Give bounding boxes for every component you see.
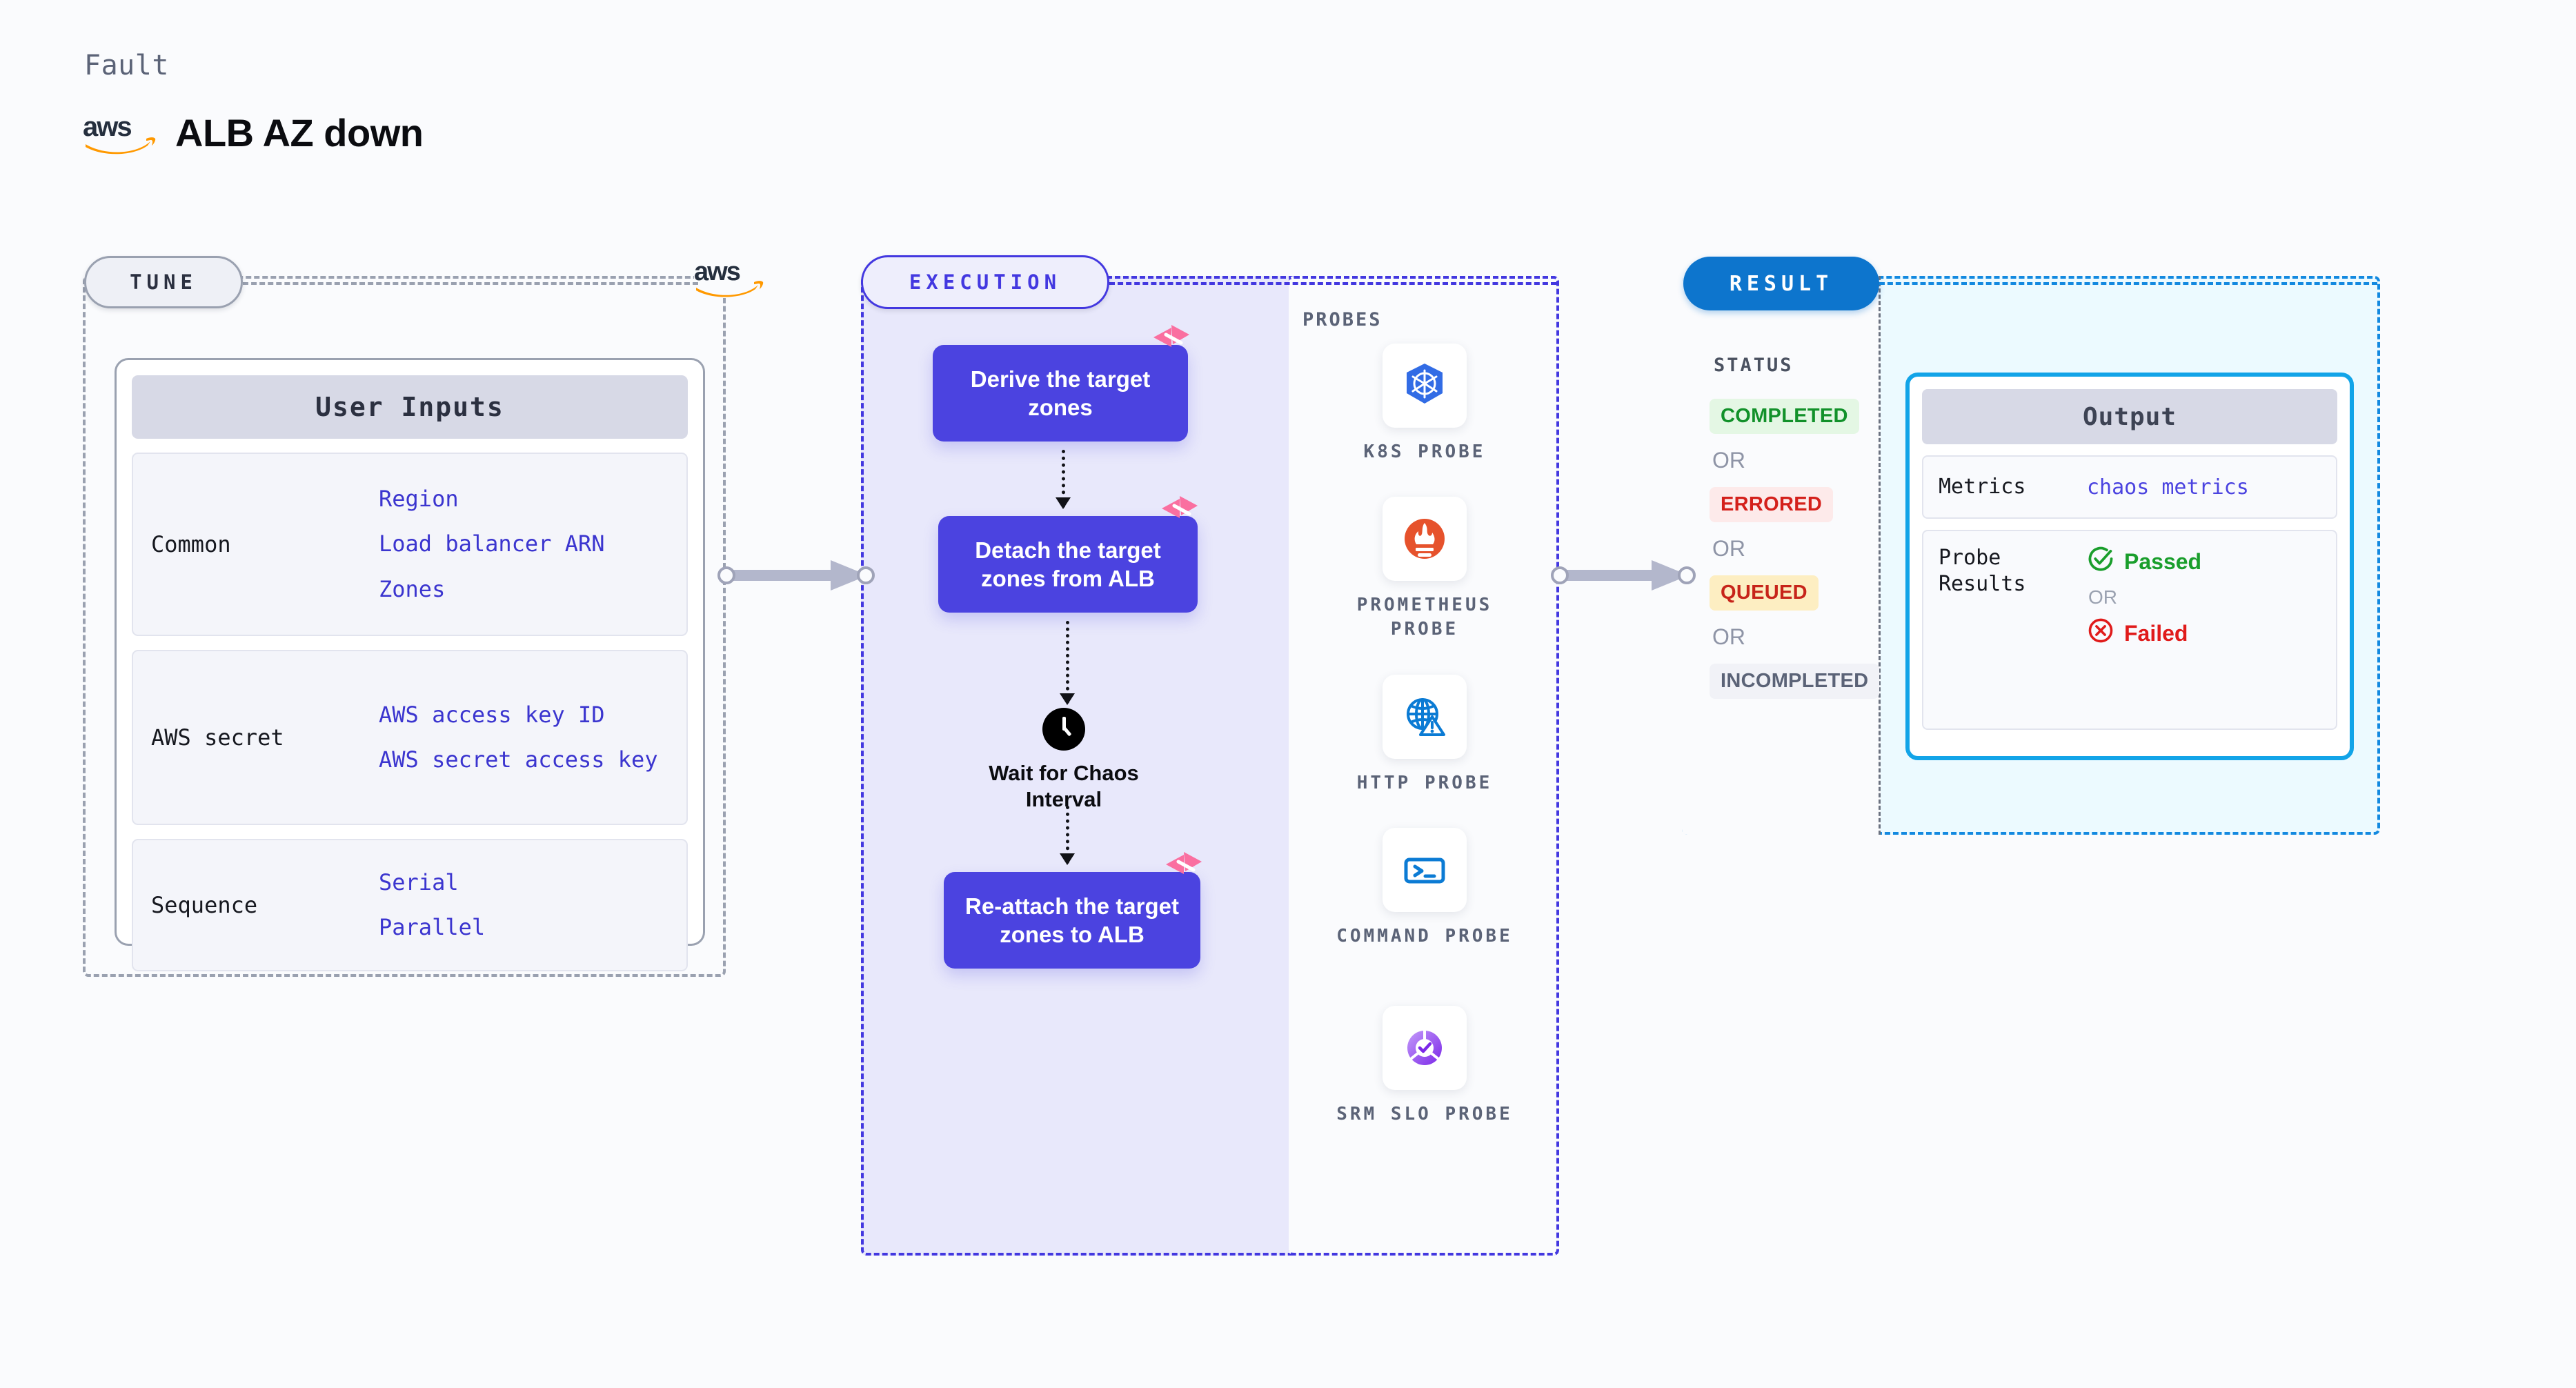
connector-end-dot [857, 566, 875, 584]
probe-item-http[interactable]: HTTP PROBE [1325, 675, 1525, 795]
output-probe-results-values: Passed OR Failed [2087, 545, 2201, 650]
output-card: Output Metrics chaos metrics Probe Resul… [1905, 373, 2354, 760]
probe-item-prometheus[interactable]: PROMETHEUS PROBE [1325, 497, 1525, 642]
input-value[interactable]: Region [379, 486, 459, 513]
svg-text:aws: aws [83, 112, 131, 142]
status-list: COMPLETED OR ERRORED OR QUEUED OR INCOMP… [1710, 399, 1882, 699]
input-value[interactable]: Serial [379, 869, 459, 895]
input-value[interactable]: Zones [379, 575, 446, 602]
probe-result-failed-label: Failed [2124, 620, 2188, 646]
output-row-metrics: Metrics chaos metrics [1922, 455, 2337, 519]
input-value[interactable]: Parallel [379, 914, 486, 940]
output-card-title: Output [1922, 389, 2337, 444]
svg-text:aws: aws [694, 257, 740, 286]
probe-label: HTTP PROBE [1356, 773, 1493, 793]
probes-section-title: PROBES [1302, 309, 1383, 330]
prometheus-icon [1383, 497, 1467, 581]
probe-result-failed: Failed [2087, 617, 2201, 650]
status-column-title: STATUS [1714, 355, 1794, 376]
input-group-common: Common Region Load balancer ARN Zones [132, 453, 688, 636]
result-leader-line [1879, 282, 2377, 285]
probe-item-srm-slo[interactable]: SRM SLO PROBE [1325, 1006, 1525, 1127]
input-group-values: Region Load balancer ARN Zones [379, 486, 605, 602]
fault-title-row: aws ALB AZ down [81, 110, 424, 155]
aws-logo-icon-tune: aws [694, 257, 766, 298]
connector-start-dot [717, 566, 735, 584]
flow-arrow-down-icon [1060, 621, 1075, 705]
execution-step-detach-zones[interactable]: Detach the target zones from ALB [938, 516, 1198, 613]
flow-arrow-down-icon [1060, 806, 1075, 865]
execution-wait-node: Wait for Chaos Interval [960, 708, 1167, 813]
execution-wait-label: Wait for Chaos Interval [989, 761, 1139, 811]
probe-result-or-separator: OR [2088, 586, 2117, 608]
connector-start-dot [1551, 566, 1569, 584]
x-circle-icon [2087, 617, 2114, 650]
kubernetes-icon [1383, 344, 1467, 428]
input-group-label: Common [151, 531, 231, 557]
execution-section-label: EXECUTION [861, 255, 1109, 309]
probe-result-passed: Passed [2087, 545, 2201, 578]
tune-leader-line [243, 282, 698, 285]
status-badge-incompleted: INCOMPLETED [1710, 664, 1880, 699]
tune-section-container [83, 276, 726, 977]
execution-leader-line [1109, 282, 1556, 285]
input-value[interactable]: AWS access key ID [379, 701, 605, 728]
page-title: ALB AZ down [175, 111, 424, 155]
probe-label: PROMETHEUS PROBE [1356, 595, 1493, 640]
probe-label: SRM SLO PROBE [1336, 1104, 1513, 1124]
execution-step-derive-zones[interactable]: Derive the target zones [933, 345, 1188, 442]
probes-section-container [1289, 276, 1559, 1256]
output-row-probe-results: Probe Results Passed OR [1922, 530, 2337, 730]
connector-execution-to-result [1551, 560, 1696, 591]
probe-item-command[interactable]: COMMAND PROBE [1325, 828, 1525, 949]
input-group-label: AWS secret [151, 724, 284, 751]
probe-item-k8s[interactable]: K8S PROBE [1325, 344, 1525, 464]
input-group-values: Serial Parallel [379, 869, 485, 941]
connector-end-dot [1678, 566, 1696, 584]
user-inputs-card-title: User Inputs [132, 375, 688, 439]
status-badge-queued: QUEUED [1710, 575, 1819, 611]
execution-step-reattach-zones[interactable]: Re-attach the target zones to ALB [944, 872, 1200, 969]
output-probe-results-key: Probe Results [1939, 546, 2026, 596]
input-group-values: AWS access key ID AWS secret access key [379, 702, 658, 773]
user-inputs-card: User Inputs Common Region Load balancer … [115, 358, 705, 971]
input-value[interactable]: Load balancer ARN [379, 531, 605, 557]
status-or-separator: OR [1712, 448, 1745, 473]
fault-eyebrow-label: Fault [84, 50, 169, 81]
connector-line [1566, 570, 1656, 581]
aws-logo-icon: aws [81, 111, 159, 155]
input-group-sequence: Sequence Serial Parallel [132, 839, 688, 971]
check-circle-icon [2087, 545, 2114, 578]
tune-section-label: TUNE [84, 256, 243, 308]
terminal-icon [1383, 828, 1467, 912]
input-group-label: Sequence [151, 892, 258, 918]
result-status-pane [1682, 276, 1881, 835]
probe-label: K8S PROBE [1363, 442, 1486, 462]
status-or-separator: OR [1712, 624, 1745, 649]
status-or-separator: OR [1712, 536, 1745, 561]
http-globe-warning-icon [1383, 675, 1467, 759]
status-badge-errored: ERRORED [1710, 487, 1834, 522]
input-value[interactable]: AWS secret access key [379, 746, 658, 773]
status-badge-completed: COMPLETED [1710, 399, 1859, 434]
input-group-aws-secret: AWS secret AWS access key ID AWS secret … [132, 650, 688, 825]
connector-line [733, 570, 835, 581]
result-section-label: RESULT [1683, 257, 1879, 310]
probe-label: COMMAND PROBE [1336, 926, 1513, 946]
connector-tune-to-execution [717, 560, 875, 591]
output-metrics-key: Metrics [1939, 475, 2026, 499]
clock-icon [1042, 708, 1085, 751]
srm-slo-icon [1383, 1006, 1467, 1090]
flow-arrow-down-icon [1056, 450, 1071, 509]
output-metrics-value[interactable]: chaos metrics [2087, 475, 2249, 499]
probe-result-passed-label: Passed [2124, 548, 2202, 574]
